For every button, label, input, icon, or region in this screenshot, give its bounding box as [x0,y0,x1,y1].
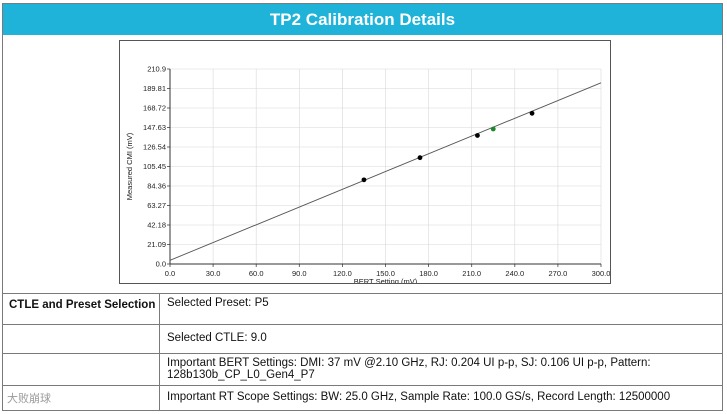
x-tick-label: 300.0 [592,269,610,278]
section-label-empty [3,385,160,411]
y-tick-label: 126.54 [143,143,166,152]
y-tick-label: 84.36 [147,182,166,191]
y-tick-label: 42.18 [147,221,166,230]
y-tick-label: 189.81 [143,84,166,93]
page-title: TP2 Calibration Details [3,4,722,35]
table-cell: Important BERT Settings: DMI: 37 mV @2.1… [167,357,651,381]
y-axis-label: Measured CMI (mV) [125,132,134,200]
x-tick-label: 270.0 [549,269,568,278]
section-label-empty [3,353,160,385]
data-point [475,133,480,138]
y-tick-label: 147.63 [143,123,166,132]
table-row: Important BERT Settings: DMI: 37 mV @2.1… [3,353,722,386]
x-tick-label: 210.0 [462,269,481,278]
x-tick-label: 30.0 [206,269,221,278]
x-tick-label: 180.0 [419,269,438,278]
table-row: Important RT Scope Settings: BW: 25.0 GH… [3,385,722,411]
chart-svg: 0.0 30.0 60.0 90.0 120.0 150.0 180.0 210.0 240.0… [125,65,610,287]
table-cell: Selected CTLE: 9.0 [167,332,267,344]
section-label-empty [3,324,160,353]
y-tick-label: 210.9 [147,65,166,74]
fit-line [169,82,602,261]
x-tick-label: 90.0 [292,269,307,278]
y-tick-label: 21.09 [147,240,166,249]
data-point [417,155,423,161]
calibration-chart: 0.0 30.0 60.0 90.0 120.0 150.0 180.0 210.0 240.0… [119,40,611,287]
calibration-panel: TP2 Calibration Details 0.0 30.0 60.0 90.0 1… [2,3,723,411]
watermark-text: 大败崩球 [7,393,51,405]
y-tick-label: 63.27 [147,201,166,210]
x-tick-label: 60.0 [249,269,264,278]
x-axis-label: BERT Setting (mV) [354,277,418,283]
table-row: Selected CTLE: 9.0 [3,324,722,354]
y-tick-label: 105.45 [143,162,166,171]
data-point [529,110,535,116]
y-tick-label: 0.0 [156,260,166,269]
chart-row: 0.0 30.0 60.0 90.0 120.0 150.0 180.0 210.0 240.0… [3,35,722,294]
x-tick-label: 150.0 [376,269,395,278]
table-cell: Important RT Scope Settings: BW: 25.0 GH… [167,391,671,403]
x-tick-label: 0.0 [165,269,175,278]
data-point [490,126,496,132]
table-cell: Selected Preset: P5 [167,297,269,309]
x-tick-label: 120.0 [333,269,352,278]
y-tick-label: 168.72 [143,104,166,113]
x-tick-label: 240.0 [505,269,524,278]
table-row: CTLE and Preset Selection Selected Prese… [3,293,722,325]
section-label: CTLE and Preset Selection [3,293,160,324]
data-point [361,177,367,183]
